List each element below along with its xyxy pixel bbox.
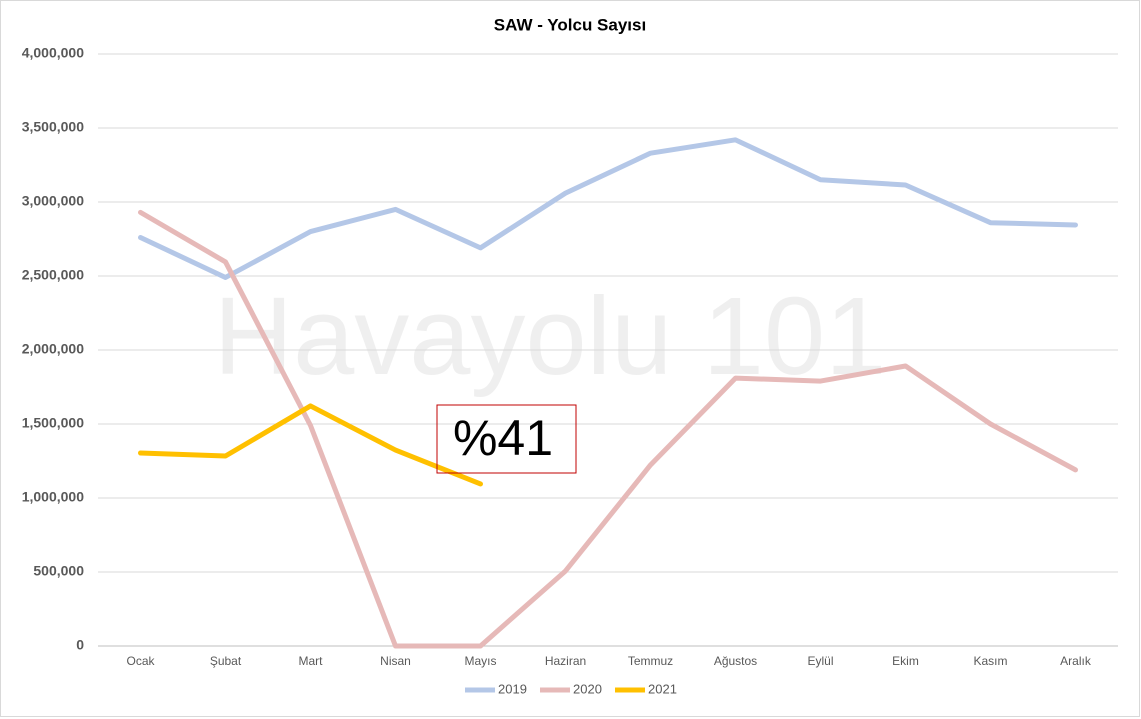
x-tick-label: Mart — [299, 654, 324, 668]
y-tick-label: 2,000,000 — [22, 341, 84, 357]
chart-title: SAW - Yolcu Sayısı — [494, 15, 646, 34]
y-tick-label: 1,500,000 — [22, 415, 84, 431]
x-tick-label: Nisan — [380, 654, 411, 668]
y-tick-label: 3,000,000 — [22, 193, 84, 209]
x-tick-label: Ekim — [892, 654, 919, 668]
legend-label: 2020 — [573, 681, 602, 696]
y-tick-label: 2,500,000 — [22, 267, 84, 283]
legend-label: 2021 — [648, 681, 677, 696]
line-series — [138, 209, 1078, 649]
annotation-box — [436, 404, 577, 474]
y-tick-label: 4,000,000 — [22, 45, 84, 61]
x-tick-label: Şubat — [210, 654, 242, 668]
legend-label: 2019 — [498, 681, 527, 696]
y-tick-label: 3,500,000 — [22, 119, 84, 135]
x-tick-label: Aralık — [1060, 654, 1092, 668]
x-tick-label: Eylül — [807, 654, 833, 668]
line-series — [138, 403, 483, 487]
x-tick-label: Kasım — [973, 654, 1007, 668]
line-series — [138, 137, 1078, 280]
x-tick-label: Ağustos — [714, 654, 757, 668]
y-tick-label: 1,000,000 — [22, 489, 84, 505]
x-tick-label: Temmuz — [628, 654, 673, 668]
y-tick-label: 0 — [76, 637, 84, 653]
x-tick-label: Haziran — [545, 654, 586, 668]
annotation: %41 — [453, 410, 553, 466]
x-tick-label: Ocak — [126, 654, 155, 668]
y-tick-label: 500,000 — [33, 563, 84, 579]
x-tick-label: Mayıs — [464, 654, 496, 668]
